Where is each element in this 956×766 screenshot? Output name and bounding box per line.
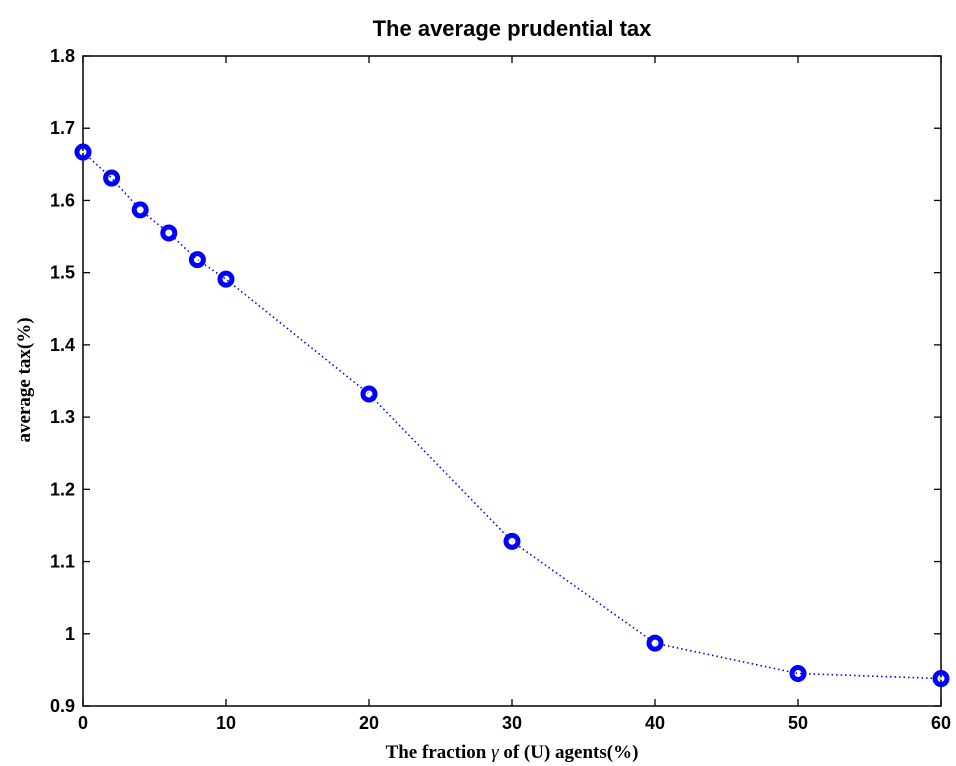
data-point (932, 670, 950, 688)
x-axis-label-part-1: The fraction (386, 742, 492, 763)
data-point (103, 169, 121, 187)
x-tick-label: 30 (502, 713, 522, 733)
x-axis-label: The fraction γ of (U) agents(%) (386, 742, 639, 763)
x-axis-label-part-2: of (U) agents(%) (499, 742, 639, 763)
data-point-center (196, 258, 199, 261)
x-tick-label: 40 (645, 713, 665, 733)
y-tick-label: 1.6 (50, 190, 75, 210)
chart-title: The average prudential tax (373, 16, 653, 41)
data-point (646, 634, 664, 652)
y-axis-label: average tax(%) (14, 317, 35, 442)
data-point (188, 251, 206, 269)
x-tick-label: 0 (78, 713, 88, 733)
y-tick-label: 1.7 (50, 118, 75, 138)
data-point (503, 532, 521, 550)
data-point-center (224, 277, 228, 281)
data-point-center (796, 672, 800, 675)
data-point-center (167, 231, 170, 235)
data-point (160, 224, 178, 242)
data-point (131, 201, 149, 219)
x-tick-label: 60 (931, 713, 951, 733)
y-tick-label: 1.2 (50, 479, 75, 499)
data-point-center (939, 677, 943, 680)
data-point-center (367, 392, 371, 396)
y-tick-label: 1.8 (50, 46, 75, 66)
series-line (82, 151, 942, 680)
y-tick-label: 1.1 (50, 552, 75, 572)
x-tick-label: 20 (359, 713, 379, 733)
y-tick-label: 1.4 (50, 335, 75, 355)
data-point-center (81, 150, 85, 154)
y-tick-label: 1.3 (50, 407, 75, 427)
data-point (217, 270, 235, 288)
data-point (74, 143, 92, 161)
x-axis-label-gamma: γ (491, 742, 499, 763)
y-tick-label: 0.9 (50, 696, 75, 716)
data-point-center (110, 176, 113, 180)
data-point (360, 385, 378, 403)
data-point-center (653, 641, 657, 645)
plot-frame (82, 55, 942, 707)
x-tick-label: 50 (788, 713, 808, 733)
y-tick-label: 1.5 (50, 263, 75, 283)
y-tick-label: 1 (65, 624, 75, 644)
data-point-center (510, 540, 514, 543)
data-point-center (139, 208, 142, 212)
data-point (789, 665, 807, 682)
x-tick-label: 10 (216, 713, 236, 733)
